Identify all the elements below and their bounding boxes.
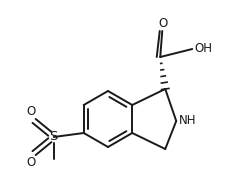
- Text: OH: OH: [194, 42, 212, 55]
- Text: O: O: [158, 17, 168, 30]
- Text: S: S: [50, 131, 58, 143]
- Text: O: O: [26, 156, 36, 169]
- Text: O: O: [26, 105, 36, 118]
- Text: NH: NH: [179, 114, 197, 127]
